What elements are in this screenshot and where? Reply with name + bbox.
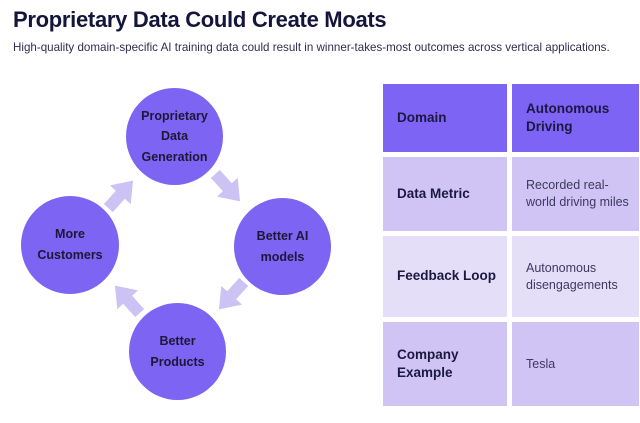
- table-header-example: Autonomous Driving: [512, 84, 639, 152]
- label-line: Better: [159, 333, 196, 348]
- arrow-products-to-customers-icon: [114, 285, 145, 318]
- label-line: models: [260, 249, 305, 264]
- table-row-value: Autonomous disengagements: [512, 236, 639, 317]
- header-label: Autonomous Driving: [526, 100, 610, 134]
- page-subtitle: High-quality domain-specific AI training…: [13, 41, 610, 54]
- flywheel-node-better-products: Better Products: [129, 303, 226, 400]
- flywheel-node-more-customers: More Customers: [21, 196, 119, 294]
- flywheel-node-proprietary-data-generation: Proprietary Data Generation: [126, 88, 223, 185]
- domain-example-table: Domain Autonomous Driving Data Metric Re…: [383, 84, 639, 406]
- flywheel-node-label: Better AI models: [257, 226, 309, 267]
- row-label: Data Metric: [397, 185, 470, 201]
- table-header-domain: Domain: [383, 84, 507, 152]
- label-line: Better AI: [256, 228, 309, 243]
- label-line: Customers: [37, 248, 103, 262]
- table-row-value: Tesla: [512, 322, 639, 406]
- row-label: Feedback Loop: [397, 268, 497, 284]
- table-row-label: Feedback Loop: [383, 236, 507, 317]
- label-line: Products: [150, 354, 205, 369]
- row-label: Company Example: [397, 346, 459, 380]
- arrow-customers-to-data-icon: [103, 180, 134, 213]
- table-row-value: Recorded real-world driving miles: [512, 157, 639, 231]
- header-label: Domain: [397, 109, 447, 125]
- table-row-label: Company Example: [383, 322, 507, 406]
- flywheel-node-label: Better Products: [150, 331, 204, 372]
- label-line: Proprietary: [141, 108, 208, 123]
- flywheel-node-label: Proprietary Data Generation: [141, 106, 208, 168]
- label-line: Data: [160, 129, 189, 144]
- arrow-data-to-models-icon: [210, 169, 241, 202]
- arrow-models-to-products-icon: [218, 277, 249, 310]
- label-line: Generation: [141, 149, 208, 164]
- row-value: Recorded real-world driving miles: [526, 178, 629, 209]
- row-value: Autonomous disengagements: [526, 260, 618, 292]
- flywheel-node-label: More Customers: [37, 224, 102, 265]
- flywheel-node-better-ai-models: Better AI models: [234, 198, 331, 295]
- label-line: More: [55, 227, 85, 242]
- page-title: Proprietary Data Could Create Moats: [13, 7, 387, 32]
- table-row-label: Data Metric: [383, 157, 507, 231]
- row-value: Tesla: [526, 356, 556, 371]
